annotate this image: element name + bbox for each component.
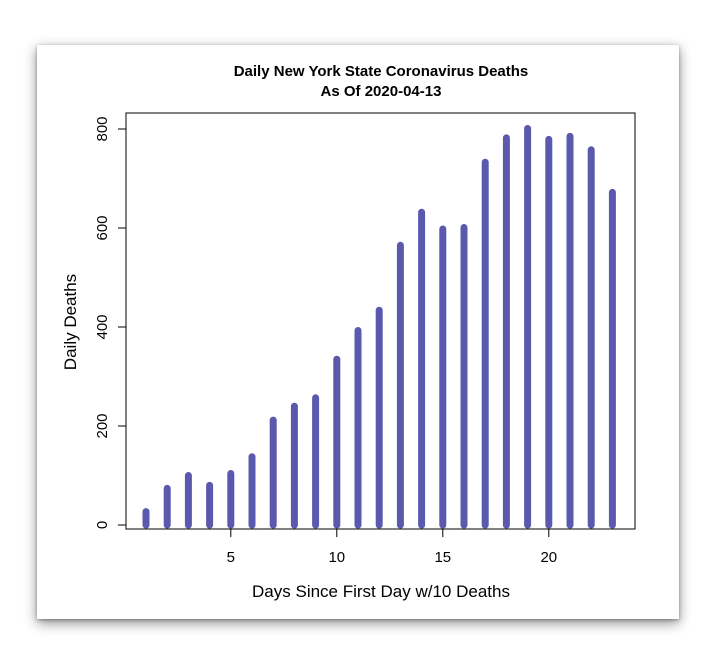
bar-day-7: [269, 416, 277, 529]
y-axis: 0 200 400 600 800: [94, 116, 126, 529]
bar-day-14: [418, 208, 426, 529]
y-tick-label-200: 200: [94, 413, 111, 438]
bar-day-18: [502, 134, 510, 529]
bar-day-2: [163, 484, 171, 529]
bar-day-1: [142, 508, 150, 529]
bar-day-3: [184, 472, 192, 529]
x-tick-label-20: 20: [540, 549, 557, 566]
bars: [142, 125, 616, 529]
chart-subtitle: As Of 2020-04-13: [321, 83, 442, 100]
bar-day-23: [608, 188, 616, 529]
x-axis-label: Days Since First Day w/10 Deaths: [252, 582, 510, 601]
x-tick-label-5: 5: [227, 549, 235, 566]
y-tick-label-400: 400: [94, 314, 111, 339]
chart: Daily New York State Coronavirus Deaths …: [61, 63, 636, 601]
y-tick-label-600: 600: [94, 215, 111, 240]
bar-day-9: [312, 394, 320, 529]
bar-day-22: [587, 146, 595, 529]
bar-day-4: [206, 481, 214, 529]
bar-day-19: [524, 125, 532, 529]
y-tick-label-0: 0: [94, 521, 111, 529]
x-tick-label-10: 10: [328, 549, 345, 566]
chart-card: Daily New York State Coronavirus Deaths …: [37, 45, 679, 619]
bar-day-15: [439, 225, 447, 529]
y-tick-label-800: 800: [94, 116, 111, 141]
bar-day-12: [375, 306, 383, 529]
bar-day-11: [354, 327, 362, 529]
y-axis-label: Daily Deaths: [61, 274, 80, 370]
x-axis: 5 10 15 20: [227, 529, 557, 566]
bar-day-5: [227, 470, 235, 529]
bar-day-20: [545, 135, 553, 529]
bar-day-21: [566, 132, 574, 529]
bar-day-6: [248, 453, 256, 529]
bar-day-13: [396, 241, 404, 529]
chart-title: Daily New York State Coronavirus Deaths: [234, 63, 529, 80]
bar-day-16: [460, 224, 468, 529]
x-tick-label-15: 15: [434, 549, 451, 566]
bar-day-10: [333, 355, 341, 529]
bar-day-8: [290, 402, 298, 529]
plot-frame: [125, 112, 636, 530]
bar-day-17: [481, 158, 489, 529]
